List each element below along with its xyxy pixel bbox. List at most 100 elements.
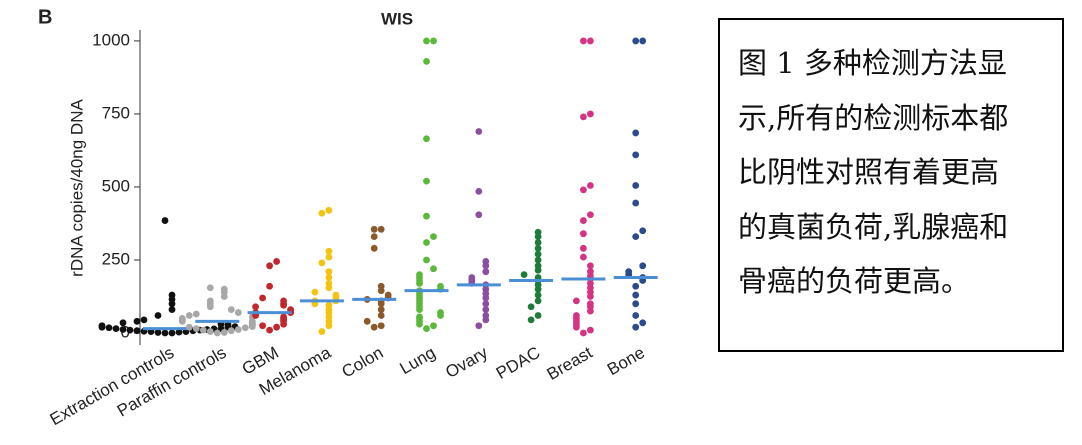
data-point [423, 256, 430, 264]
data-point [168, 291, 176, 299]
data-point [224, 321, 232, 329]
data-point [430, 265, 437, 273]
x-tick-label: Colon [338, 343, 386, 382]
data-point [332, 291, 340, 299]
data-point [119, 319, 127, 327]
data-point [534, 312, 542, 319]
y-tick-label: 250 [102, 249, 130, 268]
data-point [234, 309, 242, 316]
data-point [206, 328, 214, 335]
data-point [482, 258, 490, 265]
data-point [632, 300, 640, 308]
data-point [370, 233, 378, 241]
data-point [475, 128, 483, 135]
data-point [220, 329, 228, 336]
data-point [580, 329, 587, 337]
data-point [437, 309, 444, 316]
data-point [423, 212, 430, 220]
data-point [468, 274, 476, 281]
data-point [632, 233, 640, 241]
data-point [639, 227, 647, 235]
chart-title: WIS [381, 9, 413, 28]
data-point [587, 326, 594, 334]
data-point [534, 291, 542, 299]
data-point [234, 326, 242, 333]
data-point [325, 253, 333, 261]
data-point [377, 282, 385, 290]
data-point [587, 262, 594, 270]
data-point [573, 297, 580, 305]
data-point [534, 297, 542, 305]
data-point [587, 300, 594, 308]
data-point [423, 239, 430, 246]
data-point [482, 312, 490, 319]
data-point [527, 303, 535, 311]
data-point [423, 325, 430, 333]
data-point [377, 322, 385, 330]
data-point [632, 182, 640, 189]
panel-label: B [38, 6, 52, 28]
data-point [318, 328, 326, 335]
data-point [384, 291, 392, 299]
data-point [632, 37, 640, 45]
data-point [423, 135, 430, 143]
data-point [632, 312, 640, 319]
data-point [534, 250, 542, 258]
data-point [587, 182, 594, 189]
data-point [133, 327, 141, 335]
data-point [639, 37, 647, 45]
data-point [416, 313, 423, 321]
data-point [325, 274, 333, 281]
caption-line: 的真菌负荷,乳腺癌和 [738, 209, 1009, 244]
data-point [430, 322, 437, 330]
data-point [482, 268, 490, 276]
data-point [273, 258, 280, 265]
data-point [318, 209, 326, 217]
x-tick-label: Lung [396, 343, 438, 378]
x-tick-label: Bone [604, 343, 648, 379]
data-point [520, 271, 528, 278]
data-point [178, 315, 186, 322]
data-point [227, 306, 235, 314]
data-point [377, 306, 385, 314]
data-point [168, 306, 176, 314]
data-point [311, 288, 319, 296]
data-point [325, 279, 333, 287]
data-point [639, 319, 647, 327]
data-point [213, 329, 221, 337]
data-point [325, 268, 333, 276]
data-point [377, 225, 385, 233]
data-point [580, 244, 587, 252]
data-point [632, 151, 640, 159]
data-point [154, 312, 162, 319]
caption-line: 骨癌的负荷更高。 [738, 264, 971, 298]
data-point [266, 282, 273, 290]
data-point [377, 312, 385, 319]
data-point [482, 306, 490, 314]
data-point [475, 211, 483, 219]
data-point [423, 57, 430, 65]
caption-line: 比阴性对照有着更高 [738, 155, 1000, 189]
y-tick-label: 1000 [92, 30, 130, 49]
data-point [534, 244, 542, 252]
data-point [475, 187, 483, 195]
data-point [587, 110, 594, 118]
data-point [280, 297, 287, 305]
data-point [280, 313, 287, 321]
data-point [587, 268, 594, 276]
data-point [534, 228, 542, 236]
data-point [227, 327, 235, 335]
x-tick-label: Ovary [442, 343, 491, 382]
chart: B WIS rDNA copies/40ng DNA 0250500750100… [38, 6, 658, 429]
data-point [632, 199, 640, 207]
data-point [580, 186, 587, 194]
data-point [192, 310, 200, 318]
x-tick-label: Breast [544, 343, 596, 384]
data-point [370, 244, 378, 252]
data-point [185, 312, 193, 319]
data-point [259, 322, 266, 330]
data-point [423, 37, 430, 45]
data-point [423, 177, 430, 185]
data-point [370, 323, 378, 331]
caption-box: 图 1 多种检测方法显 示,所有的检测标本都 比阴性对照有着更高 的真菌负荷,乳腺癌和… [718, 18, 1064, 352]
